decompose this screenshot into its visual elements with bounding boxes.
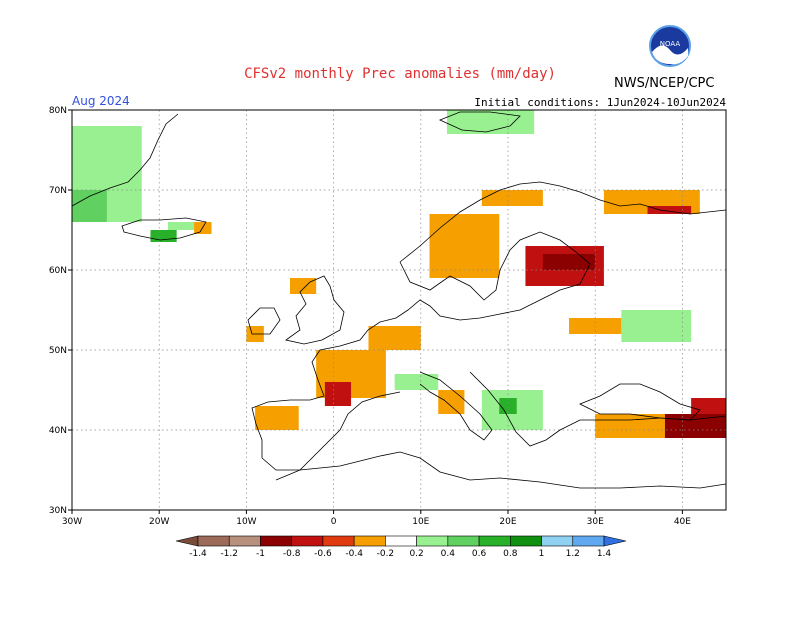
anomaly-cell [394,374,439,390]
lon-tick-label: 10W [236,517,256,527]
legend-label: -0.4 [345,549,363,559]
legend-swatch [385,535,417,547]
anomaly-cell [481,190,543,206]
lon-tick-label: 30W [62,517,82,527]
lat-tick-label: 50N [49,346,67,356]
legend-label: 0.8 [503,549,518,559]
anomaly-cell [691,398,726,414]
lat-tick-label: 30N [49,506,67,516]
legend-swatch [478,535,511,547]
anomaly-cell [446,110,535,134]
legend-swatch [197,535,230,547]
noaa-logo-icon: NOAA [649,25,691,67]
lat-tick-label: 40N [49,426,67,436]
anomaly-cell [664,414,726,438]
legend-label: -0.6 [314,549,332,559]
lon-tick-label: 20W [149,517,169,527]
legend-swatch [572,535,605,547]
legend-swatch [510,535,542,547]
legend-label: -1.4 [189,549,207,559]
anomaly-cell [255,406,299,430]
legend-label: -1.2 [220,549,238,559]
anomaly-cell [324,382,352,406]
legend-label: -0.2 [377,549,395,559]
anomaly-cell [647,206,692,214]
legend-swatch [260,535,292,547]
anomaly-cell [368,326,421,350]
lon-tick-label: 30E [587,517,604,527]
initial-conditions: Initial conditions: 1Jun2024-10Jun2024 [474,96,726,109]
legend-label: 0.6 [472,549,487,559]
anomaly-cell [167,222,195,230]
legend-label: 0.4 [441,549,456,559]
legend-label: -1 [256,549,265,559]
lon-tick-label: 20E [499,517,516,527]
legend-swatch [291,535,324,547]
coastlines [72,111,726,489]
map-frame [71,109,727,511]
anomaly-cell [542,254,596,270]
anomaly-cell [150,230,177,242]
legend-label: 0.2 [409,549,423,559]
legend-label: 1.2 [566,549,580,559]
legend-label: -0.8 [283,549,301,559]
lon-tick-label: 40E [674,517,691,527]
logo-text: NOAA [660,40,681,48]
legend-swatch [228,535,261,547]
graticule [72,110,726,510]
legend-swatch [447,535,480,547]
anomaly-cell [438,390,465,414]
anomaly-layer [72,110,726,438]
color-legend: -1.4 -1.2 -1 -0.8 -0.6 -0.4 -0.2 0.2 0.4 0.6 0.8 1 1… [175,535,627,559]
anomaly-cell [621,310,692,342]
legend-label: 1 [539,549,545,559]
legend-swatch [541,535,574,547]
agency-credit: NWS/NCEP/CPC [614,76,715,91]
anomaly-cell [429,214,500,278]
legend-right-arrow [603,535,627,547]
legend-swatch [353,535,386,547]
latitude-ticks: 30N 40N 50N 60N 70N 80N [49,106,72,516]
forecast-month: Aug 2024 [72,94,130,108]
lat-tick-label: 70N [49,186,67,196]
legend-left-arrow [175,535,199,547]
longitude-ticks: 30W 20W 10W 0 10E 20E 30E 40E [62,510,691,527]
legend-label: 1.4 [597,549,612,559]
figure-title: CFSv2 monthly Prec anomalies (mm/day) [244,66,556,82]
lat-tick-label: 60N [49,266,67,276]
anomaly-cell [72,190,107,222]
anomaly-cell [290,278,317,294]
legend-swatch [416,535,449,547]
legend-swatch [322,535,355,547]
lon-tick-label: 0 [331,517,337,527]
lon-tick-label: 10E [412,517,429,527]
lat-tick-label: 80N [49,106,67,116]
